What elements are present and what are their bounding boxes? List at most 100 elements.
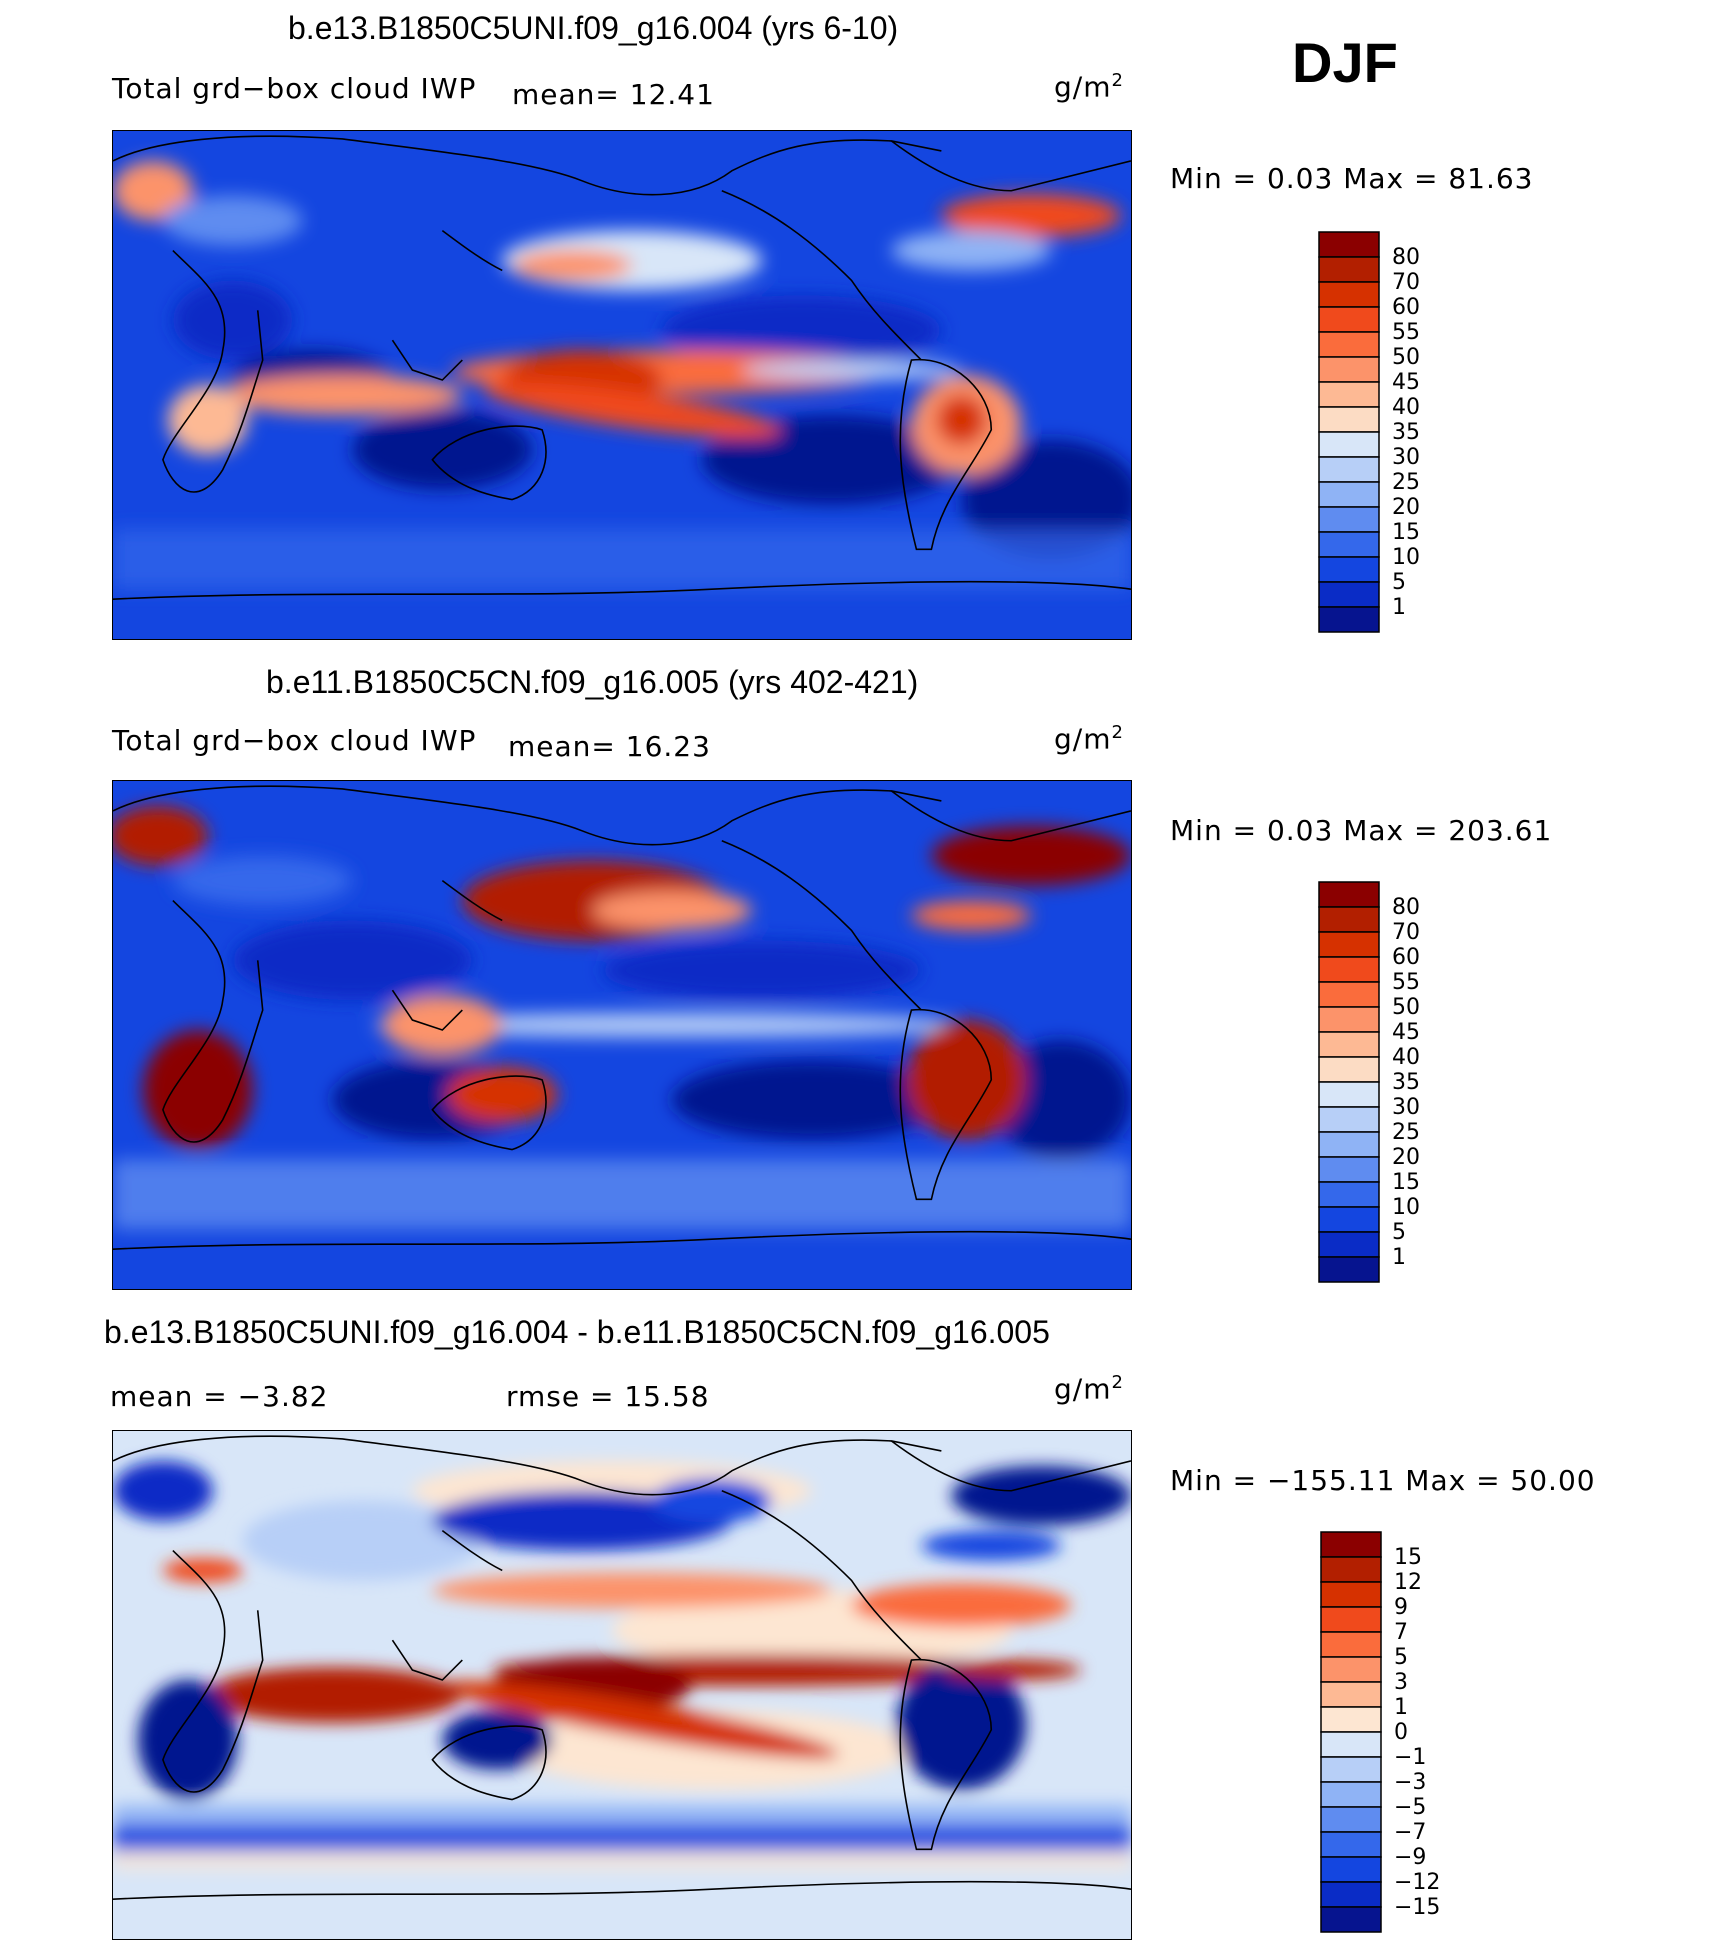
panel-2-colorbar: 80 70 60 55 50 45 40 35 30 25 20 15 10 5 1 [1318, 880, 1458, 1295]
colorbar-3-swatch [1320, 1681, 1382, 1708]
colorbar-1-level-label: 60 [1392, 295, 1420, 320]
colorbar-1-level-label: 25 [1392, 470, 1420, 495]
colorbar-3-swatch [1320, 1881, 1382, 1908]
colorbar-3-swatch [1320, 1656, 1382, 1683]
colorbar-1-level-label: 10 [1392, 545, 1420, 570]
panel-2-mean-label: mean= 16.23 [508, 730, 711, 763]
panel-1-minmax: Min = 0.03 Max = 81.63 [1170, 162, 1534, 195]
colorbar-1-swatch [1318, 231, 1380, 258]
colorbar-1-swatch [1318, 556, 1380, 583]
colorbar-3-swatch [1320, 1631, 1382, 1658]
panel-1-units: g/m2 [1054, 70, 1124, 104]
panel-3-rmse-label: rmse = 15.58 [506, 1380, 710, 1413]
colorbar-2-level-label: 50 [1392, 995, 1420, 1020]
colorbar-1-swatch [1318, 331, 1380, 358]
panel-1-colorbar: 80 70 60 55 50 45 40 35 30 25 20 15 10 5 1 [1318, 230, 1458, 645]
colorbar-2-swatch [1318, 1206, 1380, 1233]
colorbar-2-swatch [1318, 1156, 1380, 1183]
colorbar-3-swatch [1320, 1781, 1382, 1808]
colorbar-3-level-label: −1 [1394, 1745, 1426, 1770]
colorbar-2-swatch [1318, 1131, 1380, 1158]
colorbar-2-level-label: 35 [1392, 1070, 1420, 1095]
panel-1-title: b.e13.B1850C5UNI.f09_g16.004 (yrs 6-10) [288, 10, 899, 46]
colorbar-2-swatch [1318, 1106, 1380, 1133]
panel-3-colorbar: 15 12 9 7 5 3 1 0 −1 −3 −5 −7 −9 −12 −15 [1320, 1530, 1460, 1945]
colorbar-2-level-label: 10 [1392, 1195, 1420, 1220]
colorbar-2-swatch [1318, 981, 1380, 1008]
colorbar-1-level-label: 15 [1392, 520, 1420, 545]
colorbar-1-swatch [1318, 256, 1380, 283]
colorbar-2-level-label: 5 [1392, 1220, 1406, 1245]
panel-3-map [112, 1430, 1132, 1940]
colorbar-1-level-label: 30 [1392, 445, 1420, 470]
colorbar-2-level-label: 60 [1392, 945, 1420, 970]
colorbar-3-swatch [1320, 1756, 1382, 1783]
colorbar-3-swatch [1320, 1831, 1382, 1858]
colorbar-2-swatch [1318, 1006, 1380, 1033]
colorbar-2-swatch [1318, 1056, 1380, 1083]
colorbar-1-swatch [1318, 406, 1380, 433]
colorbar-1-level-label: 70 [1392, 270, 1420, 295]
colorbar-1-swatch [1318, 431, 1380, 458]
colorbar-1-swatch [1318, 381, 1380, 408]
colorbar-3-level-label: −15 [1394, 1895, 1440, 1920]
colorbar-2-swatch [1318, 906, 1380, 933]
colorbar-2-swatch [1318, 956, 1380, 983]
panel-1-mean-label: mean= 12.41 [512, 78, 715, 111]
panel-1-variable-label: Total grd−box cloud IWP [112, 72, 477, 105]
season-label: DJF [1292, 31, 1398, 94]
colorbar-3-level-label: −7 [1394, 1820, 1426, 1845]
colorbar-1-level-label: 40 [1392, 395, 1420, 420]
colorbar-3-swatch [1320, 1706, 1382, 1733]
colorbar-2-level-label: 45 [1392, 1020, 1420, 1045]
colorbar-3-swatch [1320, 1556, 1382, 1583]
colorbar-3-level-label: −12 [1394, 1870, 1440, 1895]
panel-1-map [112, 130, 1132, 640]
colorbar-3-swatch [1320, 1856, 1382, 1883]
colorbar-2-swatch [1318, 1181, 1380, 1208]
panel-3-title: b.e13.B1850C5UNI.f09_g16.004 - b.e11.B18… [104, 1314, 1050, 1350]
colorbar-1-swatch [1318, 531, 1380, 558]
colorbar-3-level-label: 3 [1394, 1670, 1408, 1695]
colorbar-1-level-label: 35 [1392, 420, 1420, 445]
colorbar-1-swatch [1318, 606, 1380, 633]
colorbar-3-level-label: −5 [1394, 1795, 1426, 1820]
colorbar-2-level-label: 20 [1392, 1145, 1420, 1170]
colorbar-2-swatch [1318, 1231, 1380, 1258]
colorbar-2-level-label: 80 [1392, 895, 1420, 920]
colorbar-1-swatch [1318, 481, 1380, 508]
colorbar-2-swatch [1318, 881, 1380, 908]
colorbar-1-swatch [1318, 306, 1380, 333]
colorbar-1-level-label: 55 [1392, 320, 1420, 345]
colorbar-2-level-label: 40 [1392, 1045, 1420, 1070]
colorbar-2-swatch [1318, 1256, 1380, 1283]
colorbar-2-level-label: 70 [1392, 920, 1420, 945]
panel-2-map [112, 780, 1132, 1290]
panel-3-units: g/m2 [1054, 1372, 1124, 1406]
colorbar-1-level-label: 20 [1392, 495, 1420, 520]
panel-2-units: g/m2 [1054, 722, 1124, 756]
colorbar-1-level-label: 1 [1392, 595, 1406, 620]
colorbar-3-level-label: 5 [1394, 1645, 1408, 1670]
colorbar-3-swatch [1320, 1806, 1382, 1833]
colorbar-1-swatch [1318, 506, 1380, 533]
colorbar-3-level-label: 1 [1394, 1695, 1408, 1720]
colorbar-3-level-label: 0 [1394, 1720, 1408, 1745]
colorbar-3-swatch [1320, 1731, 1382, 1758]
colorbar-3-level-label: 12 [1394, 1570, 1422, 1595]
colorbar-2-swatch [1318, 931, 1380, 958]
colorbar-3-swatch [1320, 1531, 1382, 1558]
colorbar-3-level-label: 9 [1394, 1595, 1408, 1620]
colorbar-2-level-label: 1 [1392, 1245, 1406, 1270]
colorbar-2-swatch [1318, 1081, 1380, 1108]
colorbar-3-level-label: −3 [1394, 1770, 1426, 1795]
colorbar-1-swatch [1318, 356, 1380, 383]
panel-3-mean-label: mean = −3.82 [110, 1380, 329, 1413]
panel-2-variable-label: Total grd−box cloud IWP [112, 724, 477, 757]
colorbar-3-swatch [1320, 1581, 1382, 1608]
colorbar-1-level-label: 80 [1392, 245, 1420, 270]
colorbar-3-level-label: −9 [1394, 1845, 1426, 1870]
colorbar-2-level-label: 55 [1392, 970, 1420, 995]
colorbar-2-level-label: 15 [1392, 1170, 1420, 1195]
colorbar-1-level-label: 45 [1392, 370, 1420, 395]
